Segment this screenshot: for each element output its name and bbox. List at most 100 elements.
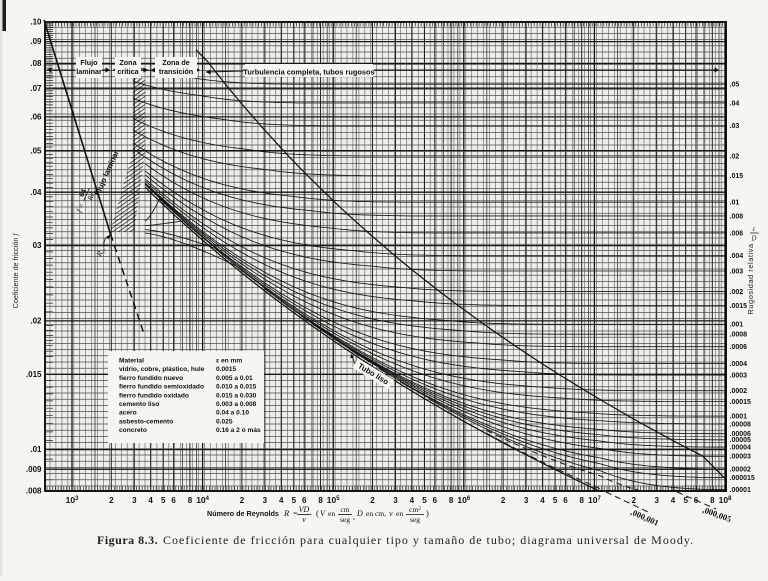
svg-text:4: 4	[410, 496, 415, 505]
svg-text:.0015: .0015	[730, 303, 748, 310]
svg-text:Material: Material	[119, 358, 144, 365]
svg-text:6: 6	[302, 496, 307, 505]
svg-text:asbesto-cemento: asbesto-cemento	[119, 418, 173, 425]
svg-text:seg: seg	[410, 515, 420, 524]
svg-text:2: 2	[501, 496, 506, 505]
svg-text:Zona: Zona	[119, 58, 137, 67]
svg-text:8: 8	[580, 496, 585, 505]
svg-text:fierro fundido nuevo: fierro fundido nuevo	[119, 375, 183, 382]
svg-text:Zona de: Zona de	[162, 58, 190, 67]
svg-text:.03: .03	[730, 123, 740, 130]
svg-text:0.015 a 0.030: 0.015 a 0.030	[216, 392, 257, 399]
svg-text:0.16 a 2 ó más: 0.16 a 2 ó más	[216, 427, 261, 434]
svg-text:8: 8	[710, 496, 715, 505]
svg-text:f =: f =	[74, 202, 86, 214]
svg-text:4: 4	[279, 496, 284, 505]
svg-text:concreto: concreto	[119, 427, 147, 434]
svg-text:.08: .08	[30, 59, 42, 68]
svg-text:ε en mm: ε en mm	[216, 358, 242, 365]
svg-text:.015: .015	[730, 173, 744, 180]
svg-text:5: 5	[161, 496, 166, 505]
svg-text:5: 5	[553, 496, 558, 505]
svg-text:6: 6	[694, 496, 699, 505]
svg-text:.02: .02	[730, 153, 740, 160]
svg-text:.00001: .00001	[730, 487, 752, 494]
svg-text:): )	[426, 508, 429, 518]
svg-text:.06: .06	[30, 112, 42, 121]
svg-text:.0004: .0004	[730, 361, 748, 368]
svg-text:107: 107	[588, 495, 601, 505]
svg-text:.003: .003	[730, 268, 744, 275]
svg-text:8: 8	[449, 496, 454, 505]
svg-text:Rugosidad relativa: Rugosidad relativa	[746, 243, 755, 314]
svg-text:.10: .10	[30, 18, 42, 27]
svg-text:.01: .01	[730, 200, 740, 207]
svg-text:en: en	[328, 509, 335, 518]
svg-text:.0001: .0001	[730, 413, 748, 420]
svg-text:2: 2	[370, 496, 375, 505]
svg-text:03: 03	[33, 241, 42, 250]
svg-text:V: V	[320, 509, 326, 518]
svg-text:Figura 8.3.: Figura 8.3.	[97, 533, 158, 547]
svg-text:3: 3	[654, 496, 659, 505]
svg-text:.00008: .00008	[730, 421, 752, 428]
svg-text:.07: .07	[30, 84, 42, 93]
svg-text:seg: seg	[340, 515, 350, 524]
svg-text:6: 6	[563, 496, 568, 505]
svg-text:.02: .02	[30, 316, 42, 325]
svg-text:106: 106	[457, 495, 470, 505]
svg-text:.008: .008	[26, 487, 42, 496]
svg-text:.00006: .00006	[730, 431, 752, 438]
svg-text:.0008: .0008	[730, 332, 748, 339]
svg-text:Coeficiente de fricción f: Coeficiente de fricción f	[11, 233, 20, 309]
svg-text:Turbulencia completa, tubos ru: Turbulencia completa, tubos rugosos	[243, 68, 374, 77]
svg-text:.004: .004	[730, 253, 744, 260]
svg-text:Coeficiente de fricción para c: Coeficiente de fricción para cualquier t…	[163, 533, 694, 547]
svg-text:.0002: .0002	[730, 388, 748, 395]
svg-text:Flujo: Flujo	[80, 58, 98, 67]
svg-text:R: R	[283, 508, 290, 518]
svg-text:.0006: .0006	[730, 344, 748, 351]
svg-text:crítica: crítica	[117, 67, 139, 76]
svg-text:.05: .05	[30, 146, 42, 155]
svg-text:Re: Re	[85, 192, 96, 203]
svg-text:6: 6	[433, 496, 438, 505]
svg-text:.002: .002	[730, 289, 744, 296]
svg-text:.01: .01	[30, 445, 42, 454]
svg-text:0.0015: 0.0015	[216, 366, 237, 373]
svg-text:D: D	[356, 509, 363, 518]
svg-text:8: 8	[318, 496, 323, 505]
svg-text:cm2: cm2	[409, 505, 421, 514]
svg-text:.00005: .00005	[730, 437, 752, 444]
svg-text:64: 64	[79, 188, 89, 198]
svg-text:0.005 a 0.01: 0.005 a 0.01	[216, 375, 253, 382]
svg-text:cemento liso: cemento liso	[119, 401, 159, 408]
svg-text:VD: VD	[299, 505, 310, 514]
svg-text:4: 4	[540, 496, 545, 505]
svg-text:(: (	[316, 508, 319, 518]
svg-text:transición: transición	[159, 67, 193, 76]
svg-text:.00004: .00004	[730, 444, 752, 451]
svg-text:5: 5	[292, 496, 297, 505]
svg-text:fierro fundido oxidado: fierro fundido oxidado	[119, 392, 189, 399]
svg-text:.00002: .00002	[730, 466, 752, 473]
svg-text:4: 4	[671, 496, 676, 505]
svg-text:,: ,	[353, 512, 355, 521]
svg-text:fierro fundido semioxidado: fierro fundido semioxidado	[119, 384, 204, 391]
svg-text:6: 6	[171, 496, 176, 505]
svg-text:laminar: laminar	[76, 67, 102, 76]
svg-text:en cm,: en cm,	[366, 509, 386, 518]
svg-text:8: 8	[188, 496, 193, 505]
svg-text:2: 2	[109, 496, 114, 505]
svg-text:0.025: 0.025	[216, 418, 233, 425]
svg-text:acero: acero	[119, 410, 137, 417]
svg-text:.09: .09	[30, 37, 42, 46]
svg-text:0.04 a 0.10: 0.04 a 0.10	[216, 410, 249, 417]
svg-text:108: 108	[719, 495, 732, 505]
svg-text:.04: .04	[730, 100, 740, 107]
svg-text:3: 3	[524, 496, 529, 505]
svg-text:D: D	[751, 236, 757, 243]
svg-text:.04: .04	[30, 188, 42, 197]
svg-text:.001: .001	[730, 322, 744, 329]
svg-text:ν: ν	[389, 509, 393, 518]
